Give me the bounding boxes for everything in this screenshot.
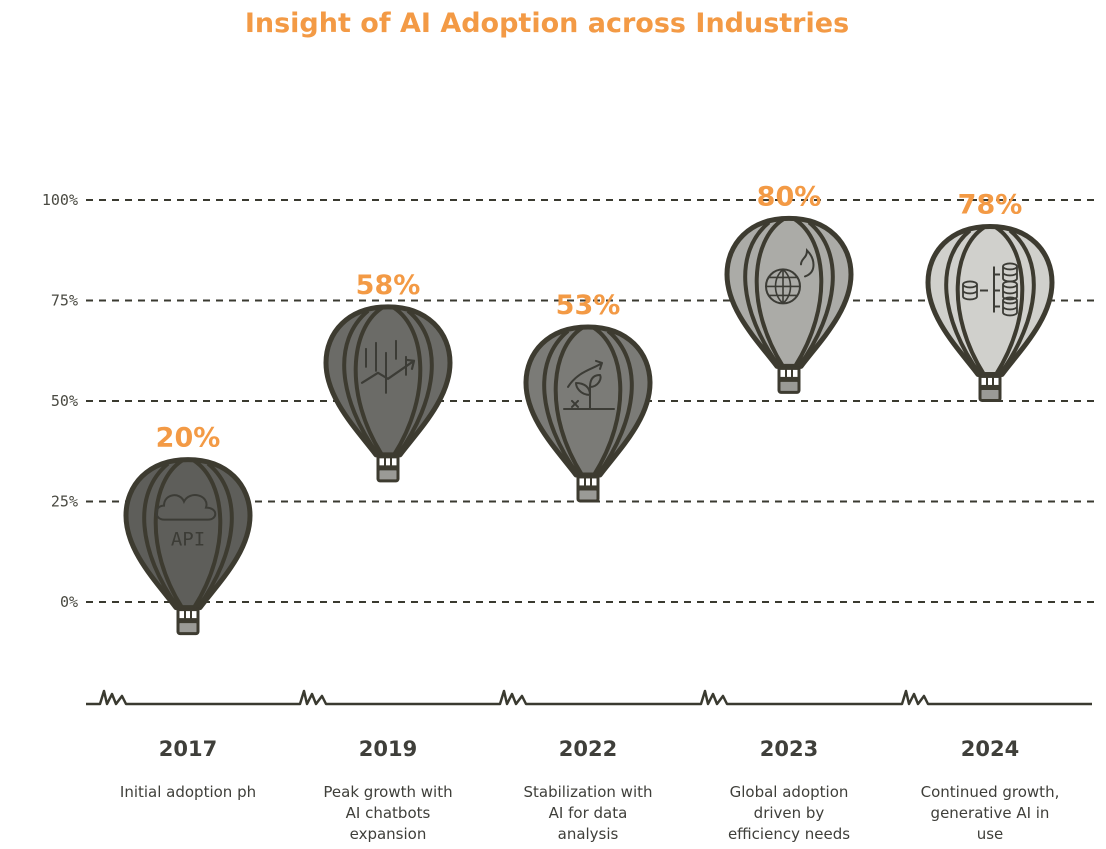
- value-label: 58%: [356, 270, 421, 301]
- balloon-gores: [342, 306, 434, 457]
- value-label: 80%: [757, 181, 822, 212]
- description-line: Initial adoption ph: [120, 783, 256, 801]
- year-label: 2024: [961, 737, 1019, 761]
- description-line: expansion: [350, 825, 427, 843]
- chart-title: Insight of AI Adoption across Industries: [245, 8, 849, 39]
- balloon-2024: [925, 223, 1055, 402]
- category-labels: 20% 2017 Initial adoption ph 58% 2019 Peak gr…: [120, 181, 1059, 843]
- balloon-2023: [724, 215, 854, 394]
- description-line: use: [977, 825, 1004, 843]
- balloon-window: [576, 475, 600, 489]
- description-line: analysis: [558, 825, 619, 843]
- ground-line: [86, 689, 1092, 706]
- balloon-window: [777, 366, 801, 380]
- balloon-basket: [777, 378, 801, 394]
- svg-text:API: API: [171, 529, 205, 551]
- description-line: AI for data: [549, 804, 628, 822]
- balloon-gores: [542, 326, 634, 477]
- value-label: 78%: [958, 189, 1023, 220]
- balloon-window: [376, 455, 400, 469]
- balloon-gores: [743, 217, 835, 368]
- balloon-basket: [576, 487, 600, 503]
- year-label: 2023: [760, 737, 818, 761]
- description-line: efficiency needs: [728, 825, 850, 843]
- y-tick-label: 50%: [51, 392, 78, 410]
- rising-chart-icon: [360, 339, 416, 394]
- description-line: Global adoption: [730, 783, 849, 801]
- balloon-2017: API: [123, 457, 253, 636]
- y-tick-label: 75%: [51, 292, 78, 310]
- description-line: generative AI in: [931, 804, 1050, 822]
- description-line: Stabilization with: [523, 783, 652, 801]
- balloon-basket: [978, 386, 1002, 402]
- year-label: 2017: [159, 737, 217, 761]
- balloon-basket: [176, 620, 200, 636]
- y-axis-grid: 100% 75% 50% 25% 0%: [42, 191, 1094, 611]
- y-tick-label: 25%: [51, 493, 78, 511]
- growing-plant-icon: [563, 359, 615, 410]
- description-line: Continued growth,: [921, 783, 1060, 801]
- balloon-gores: [944, 225, 1036, 376]
- year-label: 2019: [359, 737, 417, 761]
- year-label: 2022: [559, 737, 617, 761]
- description-line: Peak growth with: [323, 783, 452, 801]
- description-line: driven by: [754, 804, 825, 822]
- balloon-window: [176, 608, 200, 622]
- y-tick-label: 0%: [60, 593, 78, 611]
- ground-path: [86, 689, 1092, 706]
- balloon-2022: [523, 324, 653, 503]
- y-tick-label: 100%: [42, 191, 78, 209]
- globe-flame-icon: [765, 247, 815, 305]
- database-network-icon: [962, 262, 1018, 317]
- balloon-gores: [142, 458, 234, 609]
- balloon-basket: [376, 467, 400, 483]
- value-label: 20%: [156, 423, 221, 454]
- cloud-api-icon: API: [155, 494, 217, 551]
- balloon-2019: [323, 304, 453, 483]
- balloon-series: API: [123, 215, 1055, 636]
- value-label: 53%: [556, 290, 621, 321]
- balloon-window: [978, 374, 1002, 388]
- description-line: AI chatbots: [346, 804, 431, 822]
